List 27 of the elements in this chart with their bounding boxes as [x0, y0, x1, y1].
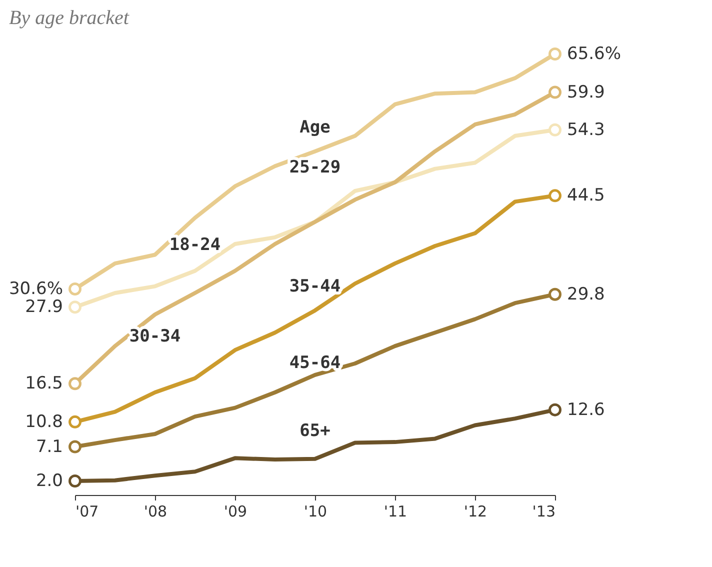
- x-tick-label: '11: [384, 502, 408, 520]
- data-label: 65.6%: [567, 44, 622, 64]
- series-label: 30-34: [129, 326, 181, 346]
- x-tick-label: '13: [532, 502, 556, 520]
- series-label: 35-44: [289, 276, 341, 296]
- data-label: 2.0: [36, 471, 63, 491]
- series-label: 25-29: [289, 157, 341, 178]
- data-label: 30.6%: [8, 278, 63, 299]
- data-label: 44.5: [567, 186, 605, 206]
- x-tick-label: '10: [304, 502, 328, 520]
- data-label: 59.9: [567, 82, 605, 102]
- series-label: 65+: [300, 420, 330, 441]
- data-label: 27.9: [25, 297, 63, 318]
- x-tick-label: '08: [144, 502, 168, 520]
- annotation: Age: [300, 117, 330, 138]
- data-label: 10.8: [25, 412, 63, 432]
- data-label: 16.5: [25, 374, 63, 394]
- data-label: 12.6: [567, 400, 605, 420]
- data-label: 7.1: [36, 436, 63, 457]
- x-tick-label: '09: [224, 502, 248, 520]
- series-label: 18-24: [169, 234, 221, 255]
- data-label: 29.8: [567, 284, 605, 304]
- data-label: 54.3: [567, 120, 605, 140]
- chart-title: By age bracket: [8, 7, 130, 29]
- series-label: 45-64: [289, 352, 341, 373]
- x-tick-label: '12: [464, 502, 488, 520]
- x-tick-label: '07: [76, 502, 99, 520]
